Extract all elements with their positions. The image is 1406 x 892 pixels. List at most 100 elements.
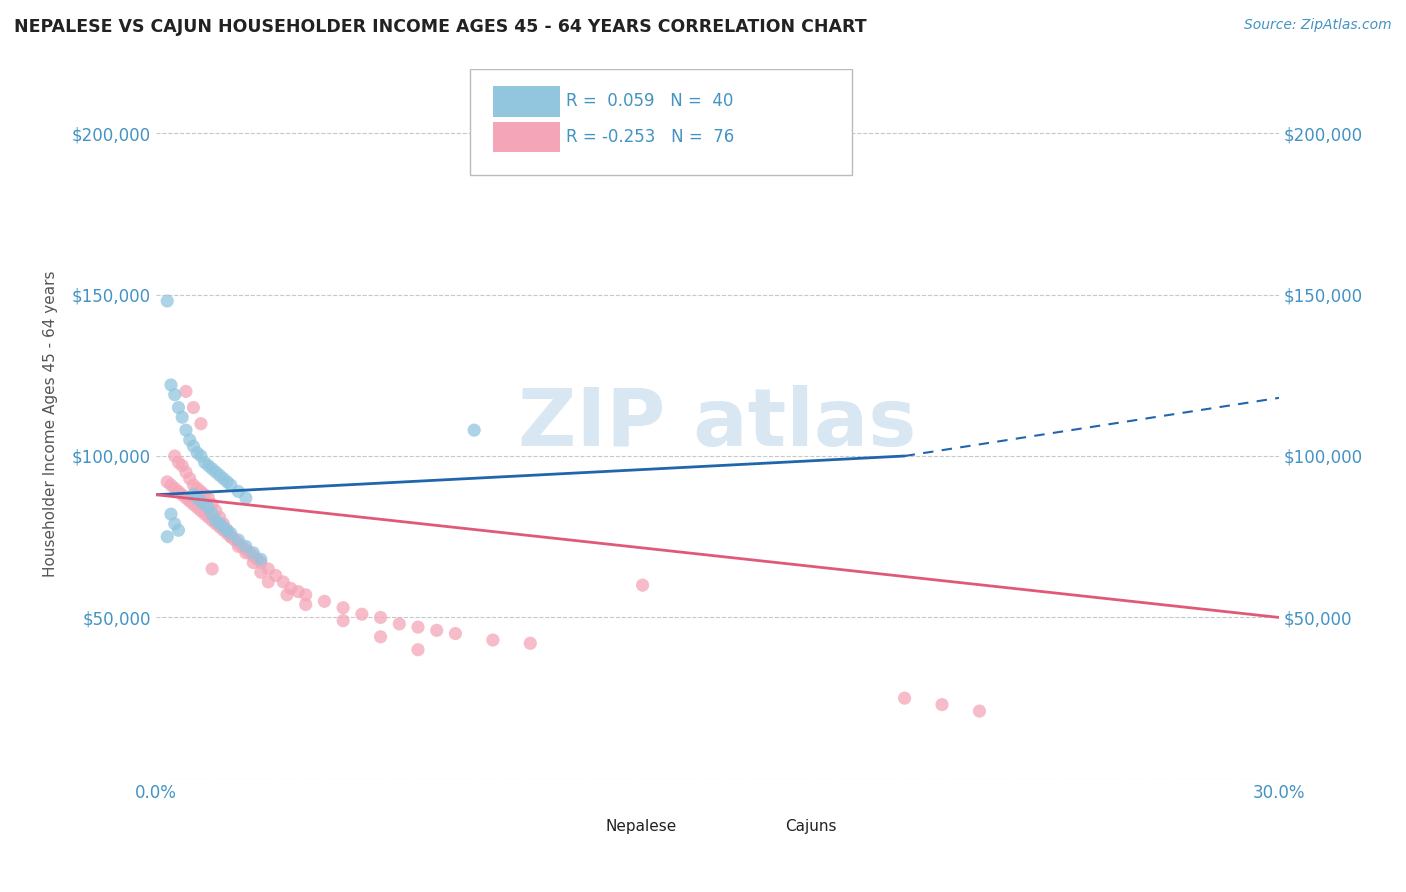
Point <box>314 594 336 608</box>
Point <box>194 488 217 502</box>
Point <box>197 458 219 473</box>
Point <box>228 540 250 554</box>
Point <box>174 465 197 479</box>
Point <box>183 478 205 492</box>
Point <box>235 491 257 505</box>
FancyBboxPatch shape <box>494 122 560 153</box>
Point <box>190 494 212 508</box>
Point <box>197 491 219 505</box>
Point <box>190 417 212 431</box>
Point <box>426 624 449 638</box>
Point <box>163 481 186 495</box>
Point <box>219 530 242 544</box>
Point <box>201 562 224 576</box>
Point <box>228 484 250 499</box>
Point <box>217 523 239 537</box>
Point <box>519 636 541 650</box>
Point <box>224 533 246 547</box>
Point <box>205 514 228 528</box>
Point <box>205 504 228 518</box>
Text: ZIP atlas: ZIP atlas <box>519 384 917 463</box>
Point <box>294 588 316 602</box>
Point <box>190 484 212 499</box>
Point <box>201 514 224 528</box>
Text: Cajuns: Cajuns <box>785 819 837 834</box>
Point <box>197 500 219 515</box>
Point <box>160 507 183 521</box>
Point <box>163 516 186 531</box>
Point <box>217 523 239 537</box>
Point <box>172 488 194 502</box>
FancyBboxPatch shape <box>557 816 603 840</box>
Point <box>444 626 467 640</box>
Point <box>174 384 197 399</box>
Point <box>172 458 194 473</box>
Point <box>156 293 179 308</box>
Point <box>160 478 183 492</box>
Point <box>194 507 217 521</box>
Point <box>212 520 235 534</box>
Point <box>183 488 205 502</box>
FancyBboxPatch shape <box>737 816 783 840</box>
Point <box>350 607 373 622</box>
Point <box>167 401 190 415</box>
Point <box>186 481 208 495</box>
Point <box>183 497 205 511</box>
Point <box>186 491 208 505</box>
Point <box>156 530 179 544</box>
Point <box>246 552 269 566</box>
Point <box>249 566 271 580</box>
Point <box>332 600 354 615</box>
Point <box>370 610 392 624</box>
Point <box>183 439 205 453</box>
Point <box>219 478 242 492</box>
Point <box>631 578 654 592</box>
Point <box>212 523 235 537</box>
Point <box>370 630 392 644</box>
Point <box>186 500 208 515</box>
Text: Source: ZipAtlas.com: Source: ZipAtlas.com <box>1244 18 1392 32</box>
Y-axis label: Householder Income Ages 45 - 64 years: Householder Income Ages 45 - 64 years <box>44 270 58 577</box>
Point <box>201 507 224 521</box>
Point <box>406 642 429 657</box>
Point <box>163 449 186 463</box>
Point <box>969 704 991 718</box>
Point <box>242 549 264 563</box>
Point <box>388 616 411 631</box>
Text: Nepalese: Nepalese <box>605 819 676 834</box>
Point <box>931 698 953 712</box>
Point <box>190 449 212 463</box>
Point <box>201 462 224 476</box>
Point <box>167 455 190 469</box>
Point <box>205 465 228 479</box>
Point <box>186 446 208 460</box>
Point <box>179 472 201 486</box>
Point <box>482 633 505 648</box>
Point <box>249 556 271 570</box>
Point <box>235 542 257 557</box>
Point <box>167 484 190 499</box>
Point <box>208 510 231 524</box>
Point <box>179 494 201 508</box>
Point <box>212 516 235 531</box>
Point <box>257 574 280 589</box>
Point <box>160 378 183 392</box>
Point <box>197 510 219 524</box>
Point <box>280 582 302 596</box>
Point <box>257 562 280 576</box>
Point <box>208 520 231 534</box>
Point <box>179 433 201 447</box>
Point <box>190 504 212 518</box>
Point <box>239 546 262 560</box>
Point <box>174 423 197 437</box>
Point <box>201 497 224 511</box>
Text: R =  0.059   N =  40: R = 0.059 N = 40 <box>565 92 733 111</box>
Point <box>212 472 235 486</box>
Point <box>205 516 228 531</box>
Point <box>249 552 271 566</box>
Point <box>208 516 231 531</box>
Text: R = -0.253   N =  76: R = -0.253 N = 76 <box>565 128 734 145</box>
Point <box>271 574 294 589</box>
Text: NEPALESE VS CAJUN HOUSEHOLDER INCOME AGES 45 - 64 YEARS CORRELATION CHART: NEPALESE VS CAJUN HOUSEHOLDER INCOME AGE… <box>14 18 866 36</box>
Point <box>893 691 915 706</box>
